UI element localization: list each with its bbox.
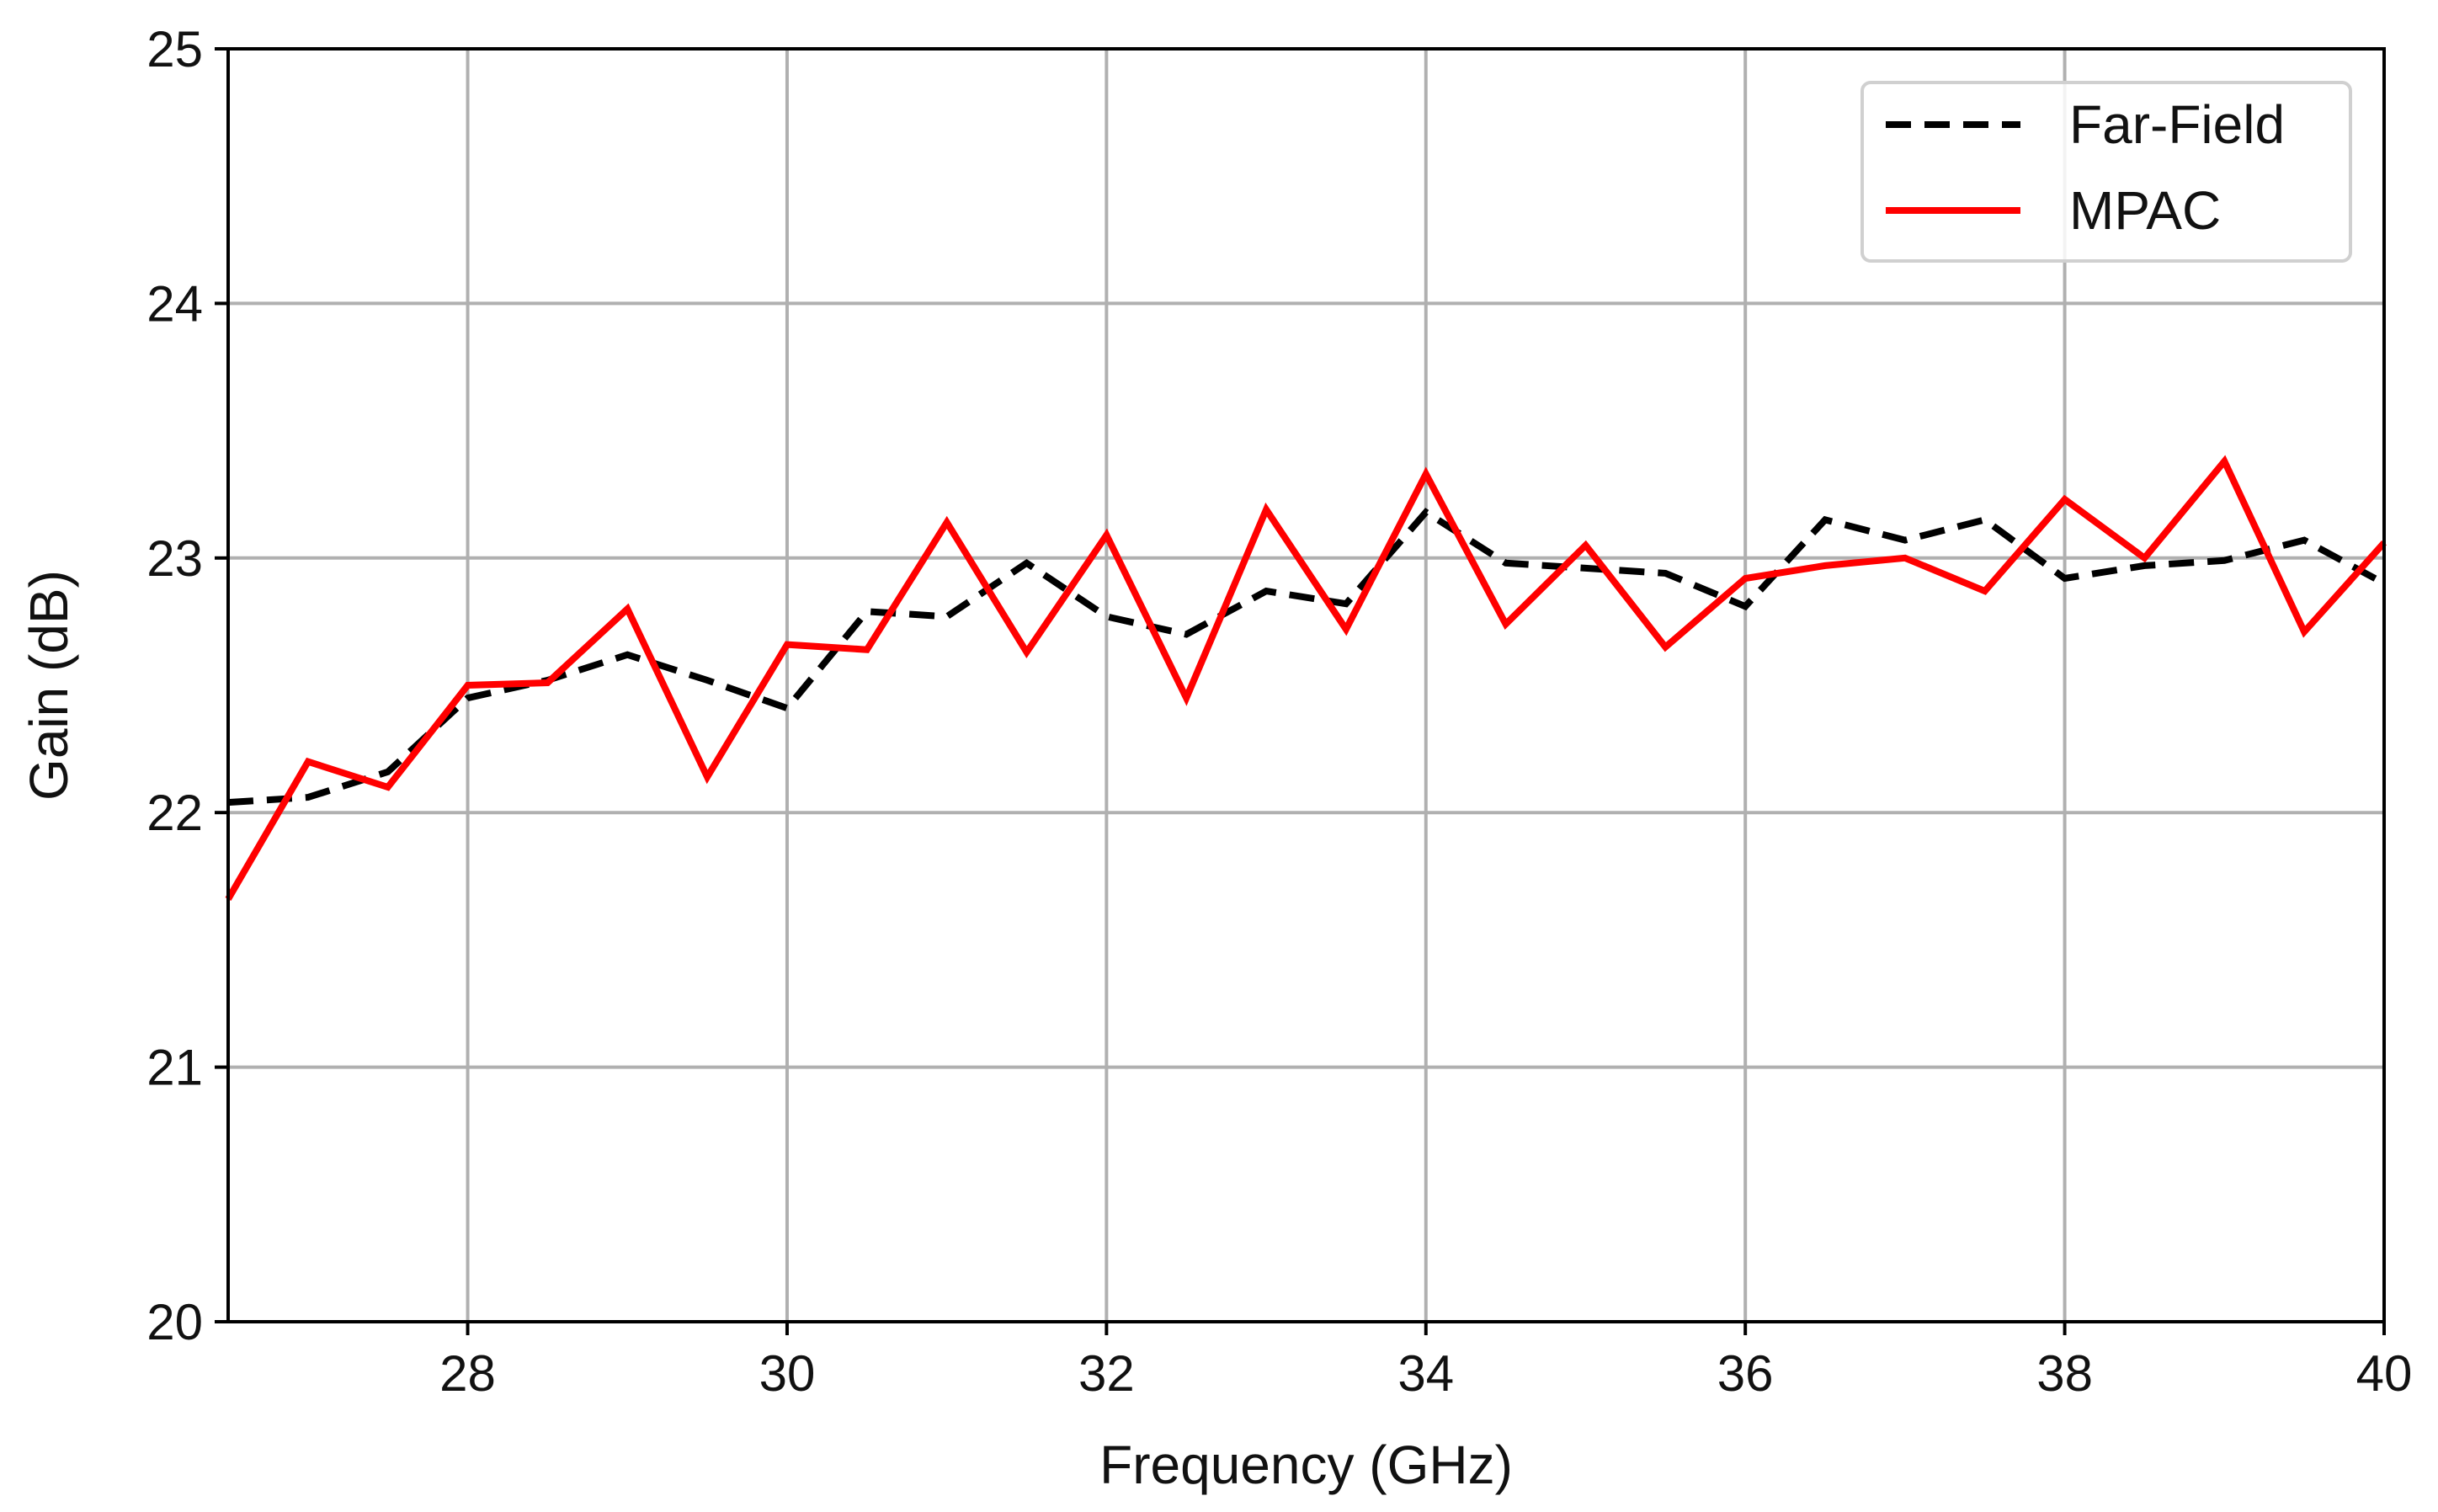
y-tick-label: 23 bbox=[146, 530, 203, 587]
series-line-far-field bbox=[227, 508, 2386, 807]
x-axis-label: Frequency (GHz) bbox=[1099, 1435, 1513, 1495]
legend-label: MPAC bbox=[2069, 180, 2221, 241]
legend: Far-Field MPAC bbox=[1860, 81, 2352, 263]
series-lines bbox=[225, 455, 2387, 902]
x-tick-label: 34 bbox=[1397, 1345, 1454, 1402]
series-line-mpac bbox=[225, 455, 2387, 902]
y-tick-label: 22 bbox=[146, 785, 203, 841]
legend-label: Far-Field bbox=[2069, 94, 2285, 155]
x-tick-label: 40 bbox=[2356, 1345, 2413, 1402]
x-tick-label: 36 bbox=[1717, 1345, 1774, 1402]
y-tick-label: 20 bbox=[146, 1294, 203, 1350]
axis-ticks: 28 30 32 34 36 38 40 20 21 22 23 24 25 bbox=[146, 21, 2412, 1402]
x-tick-label: 28 bbox=[439, 1345, 496, 1402]
y-axis-label: Gain (dB) bbox=[19, 570, 79, 801]
x-tick-label: 32 bbox=[1078, 1345, 1135, 1402]
x-tick-label: 38 bbox=[2036, 1345, 2093, 1402]
y-tick-label: 25 bbox=[146, 21, 203, 77]
y-tick-label: 21 bbox=[146, 1040, 203, 1096]
x-tick-label: 30 bbox=[759, 1345, 816, 1402]
y-tick-label: 24 bbox=[146, 275, 203, 332]
plot-frame bbox=[226, 47, 2386, 1323]
